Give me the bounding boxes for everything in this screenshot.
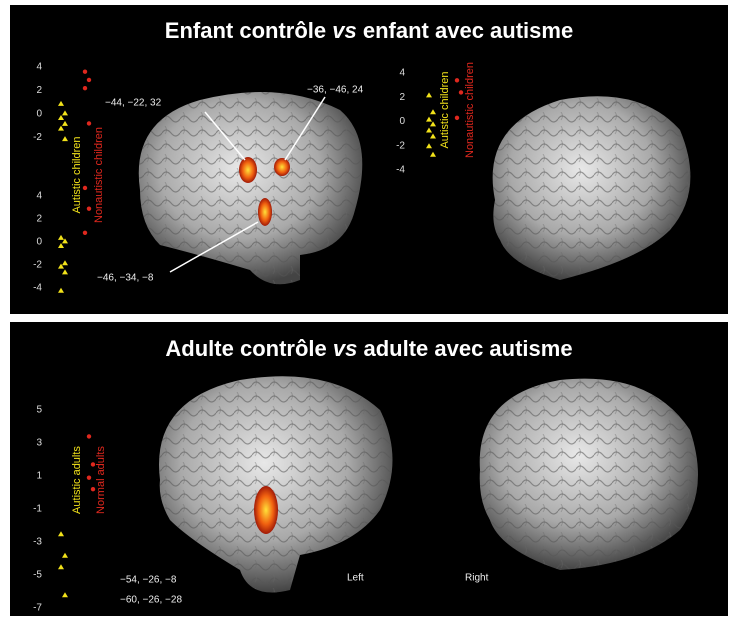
y-tick-label: 0: [36, 109, 42, 120]
panel-title: Adulte contrôle vs adulte avec autisme: [165, 336, 572, 361]
legend-label: Nonautistic children: [464, 62, 476, 158]
data-point: [87, 121, 91, 125]
coordinate-label: −44, −22, 32: [105, 98, 162, 109]
data-point: [87, 78, 91, 82]
data-point: [83, 231, 87, 235]
panel-title: Enfant contrôle vs enfant avec autisme: [165, 18, 573, 43]
coordinate-label: −54, −26, −8: [120, 575, 177, 586]
legend-label: Autistic adults: [71, 446, 83, 514]
data-point: [83, 186, 87, 190]
y-tick-label: 2: [36, 85, 42, 96]
data-point: [91, 462, 95, 466]
y-tick-label: -2: [33, 260, 42, 271]
y-tick-label: -2: [33, 132, 42, 143]
side-label: Left: [347, 573, 364, 584]
y-tick-label: 2: [36, 214, 42, 225]
data-point: [91, 487, 95, 491]
y-tick-label: -7: [33, 603, 42, 614]
coordinate-label: −46, −34, −8: [97, 273, 154, 284]
y-tick-label: 2: [399, 92, 405, 103]
data-point: [87, 206, 91, 210]
y-tick-label: 4: [36, 191, 42, 202]
data-point: [87, 475, 91, 479]
y-tick-label: 0: [399, 116, 405, 127]
y-tick-label: 5: [36, 405, 42, 416]
side-label: Right: [465, 573, 489, 584]
data-point: [83, 86, 87, 90]
y-tick-label: -3: [33, 537, 42, 548]
legend-label: Normal adults: [95, 446, 107, 514]
legend-label: Autistic children: [71, 136, 83, 213]
y-tick-label: 1: [36, 471, 42, 482]
legend-label: Autistic children: [439, 71, 451, 148]
data-point: [87, 434, 91, 438]
y-tick-label: -5: [33, 570, 42, 581]
y-tick-label: -4: [396, 165, 405, 176]
legend-label: Nonautistic children: [93, 127, 105, 223]
y-tick-label: 3: [36, 438, 42, 449]
y-tick-label: 4: [399, 68, 405, 79]
data-point: [455, 116, 459, 120]
data-point: [459, 90, 463, 94]
y-tick-label: -4: [33, 283, 42, 294]
coordinate-label: −60, −26, −28: [120, 595, 182, 606]
data-point: [83, 70, 87, 74]
coordinate-label: −36, −46, 24: [307, 85, 364, 96]
figure: Enfant contrôle vs enfant avec autisme A…: [0, 0, 736, 616]
data-point: [455, 78, 459, 82]
y-tick-label: 4: [36, 62, 42, 73]
y-tick-label: -2: [396, 140, 405, 151]
y-tick-label: 0: [36, 237, 42, 248]
y-tick-label: -1: [33, 504, 42, 515]
